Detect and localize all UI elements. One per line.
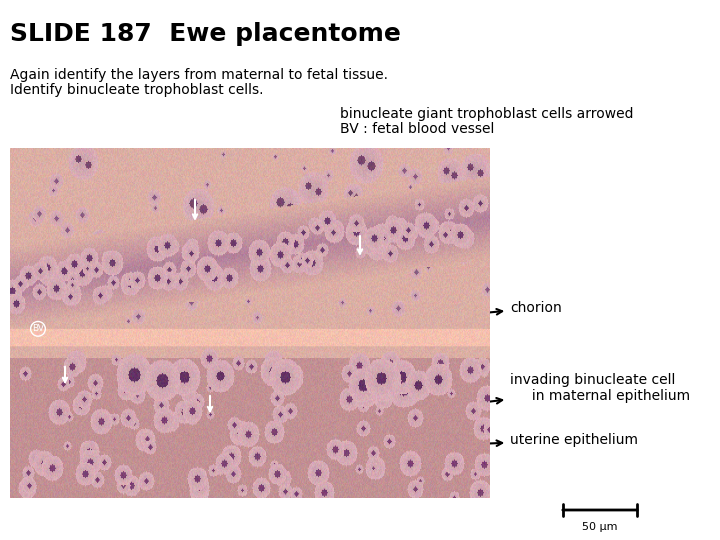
Text: invading binucleate cell
     in maternal epithelium: invading binucleate cell in maternal epi… [373,373,690,416]
Text: binucleate giant trophoblast cells arrowed: binucleate giant trophoblast cells arrow… [340,107,634,121]
Text: uterine epithelium: uterine epithelium [443,433,638,447]
Text: Again identify the layers from maternal to fetal tissue.: Again identify the layers from maternal … [10,68,388,82]
Text: fetal stroma: fetal stroma [147,346,223,359]
Text: 50 μm: 50 μm [582,522,618,532]
Text: BV : fetal blood vessel: BV : fetal blood vessel [340,122,495,136]
Text: maternal stroma: maternal stroma [80,445,184,458]
Text: Identify binucleate trophoblast cells.: Identify binucleate trophoblast cells. [10,83,264,97]
Text: SLIDE 187  Ewe placentome: SLIDE 187 Ewe placentome [10,22,401,46]
Text: chorion: chorion [443,301,562,317]
Text: BV: BV [32,325,44,333]
